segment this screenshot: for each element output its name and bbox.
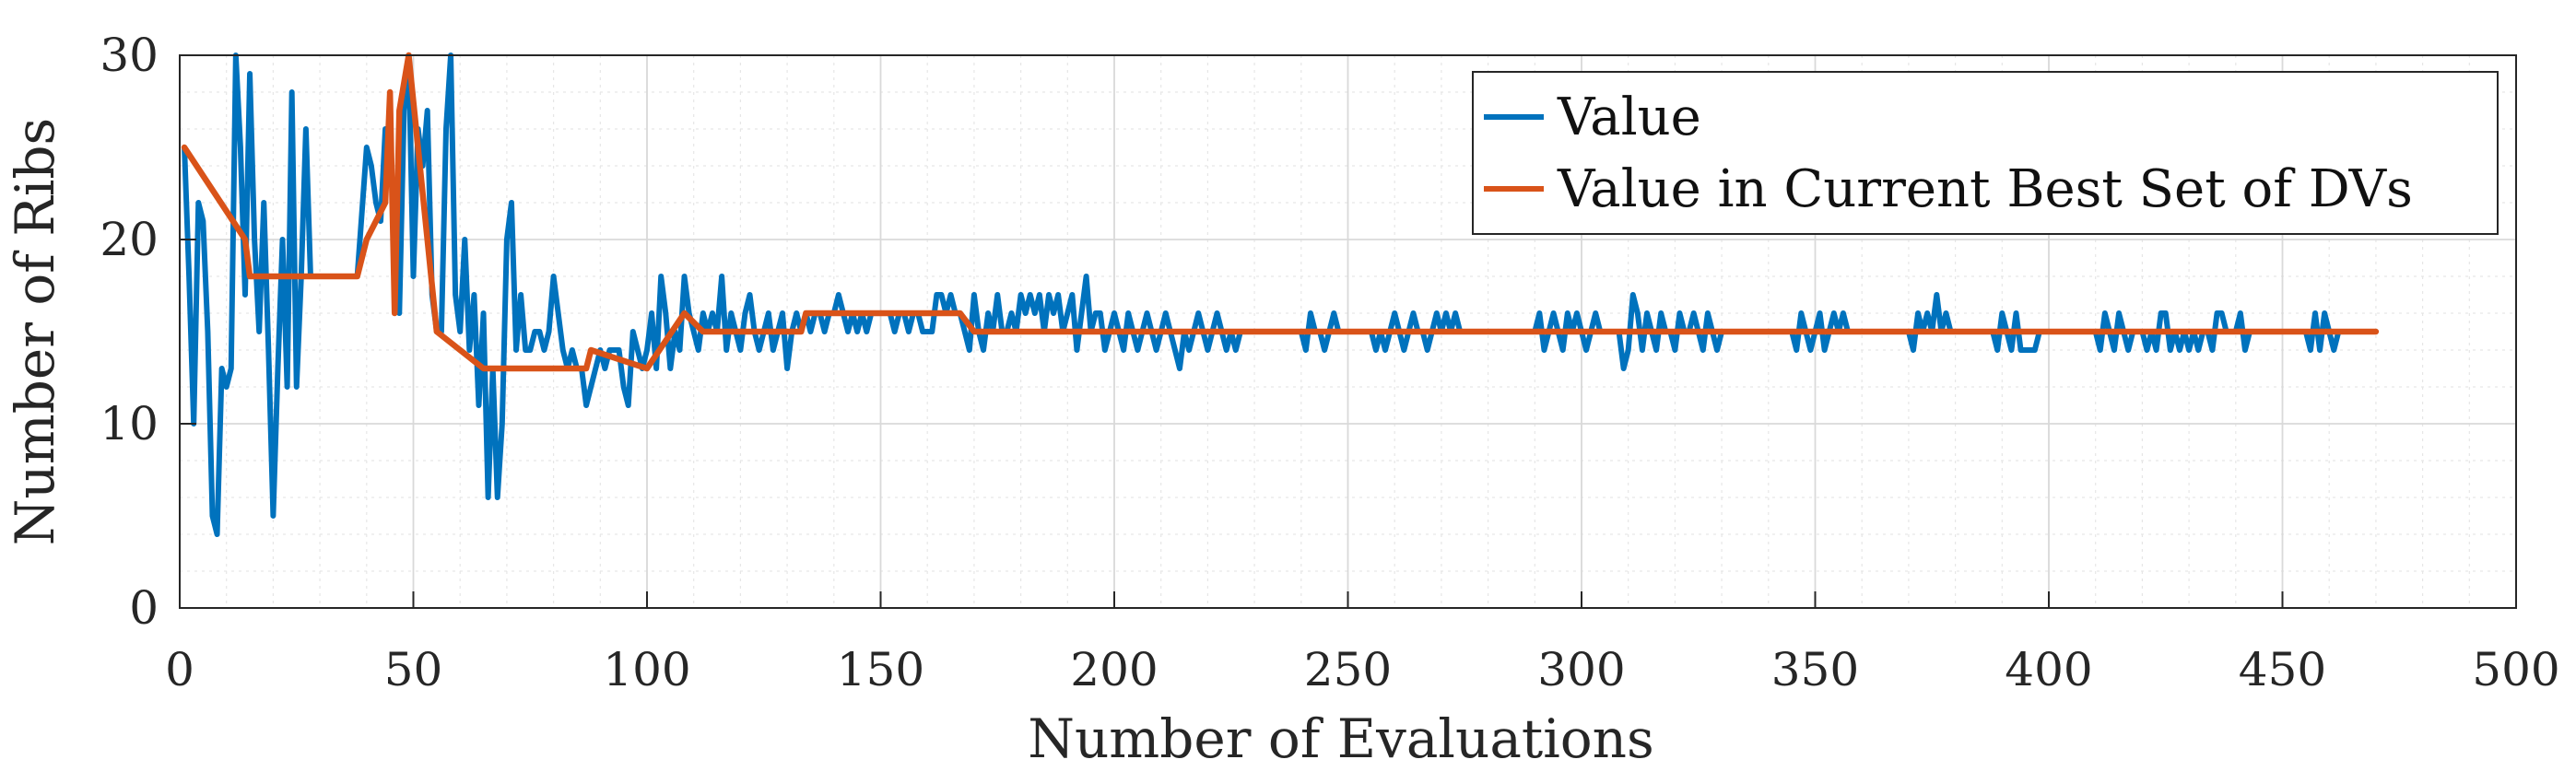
x-tick-label: 350 [1771, 643, 1859, 696]
y-tick-label: 0 [129, 581, 159, 635]
y-tick-label: 10 [100, 397, 159, 450]
x-tick-label: 0 [165, 643, 194, 696]
x-axis-title: Number of Evaluations [1028, 707, 1654, 770]
axis-layer: 0 50 100 150 200 250 300 350 400 450 500 0 10 20 30 [100, 29, 2559, 696]
legend: Value Value in Current Best Set of DVs [1472, 71, 2499, 235]
legend-label-best: Value in Current Best Set of DVs [1557, 159, 2413, 219]
legend-box [1472, 71, 2499, 235]
series-best-value-line [181, 52, 2380, 372]
x-tick-label: 500 [2472, 643, 2559, 696]
y-axis-title: Number of Ribs [4, 118, 66, 546]
y-tick-label: 20 [100, 213, 159, 266]
x-tick-label: 100 [603, 643, 690, 696]
x-tick-label: 400 [2005, 643, 2092, 696]
x-tick-label: 50 [384, 643, 443, 696]
x-tick-label: 200 [1070, 643, 1158, 696]
x-tick-label: 300 [1537, 643, 1625, 696]
y-tick-label: 30 [100, 29, 159, 82]
x-tick-label: 250 [1304, 643, 1392, 696]
series-layer [181, 52, 2380, 537]
x-tick-label: 150 [837, 643, 924, 696]
legend-label-value: Value [1557, 88, 1701, 147]
x-tick-label: 450 [2239, 643, 2326, 696]
series-value-line [182, 53, 2379, 537]
